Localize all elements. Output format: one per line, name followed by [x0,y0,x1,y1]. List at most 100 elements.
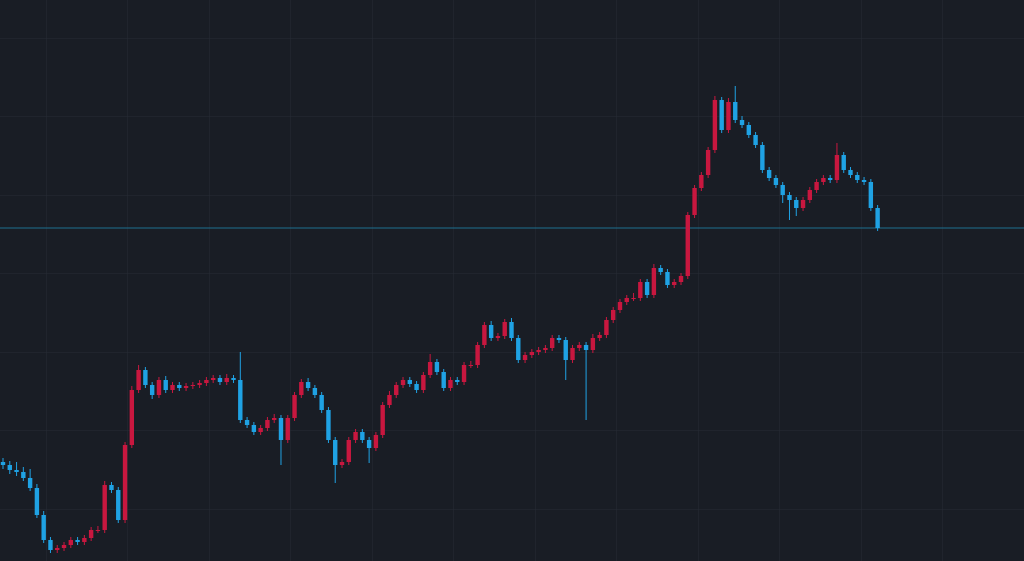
candle-body [319,395,324,410]
candle-body [773,178,779,185]
candle-body [434,362,440,372]
candle-body [197,383,202,385]
candle-body [631,298,636,299]
candle-body [468,365,474,366]
candle-body [21,472,26,478]
candle-body [787,195,792,200]
candle-body [549,338,555,348]
candle-body [455,380,460,382]
candle-body [814,182,819,190]
candle-body [577,345,582,348]
candle-body [272,418,277,420]
candle-body [502,322,507,336]
candle-body [407,380,412,384]
candle-body [129,390,135,445]
candle-body [522,355,528,360]
candle-body [210,378,216,380]
candle-body [570,348,575,360]
candle-body [339,462,345,465]
candle-body [353,432,358,440]
candle-body [82,538,87,542]
candle-body [529,352,535,355]
candle-body [366,440,372,448]
candle-body [821,178,826,182]
candle-body [461,365,467,382]
candle-body [244,420,250,425]
candle-body [760,145,765,170]
candle-body [726,102,731,130]
candle-body [217,378,223,382]
candle-body [414,384,419,390]
candle-body [88,530,94,538]
candle-body [116,490,121,520]
candle-body [692,188,697,215]
candle-body [516,338,521,360]
candle-body [495,336,501,338]
candle-body [333,440,338,465]
candle-body [149,385,155,395]
candle-body [685,215,690,276]
candle-body [75,540,80,542]
candle-body [136,370,141,390]
candle-body [509,322,514,338]
candle-body [387,395,392,405]
candle-body [122,445,128,520]
candle-body [326,410,331,440]
candle-body [488,325,494,338]
candle-body [482,325,487,345]
candle-body [861,180,867,182]
candle-body [360,432,365,440]
candle-body [34,488,40,515]
candle-body [611,310,616,320]
candle-body [380,405,385,435]
candle-body [719,100,724,130]
candle-body [739,120,745,125]
candle-body [746,125,751,135]
candle-body [394,385,399,395]
candle-body [278,418,284,440]
candle-body [733,102,738,120]
candle-body [48,540,53,550]
candle-body [143,370,148,385]
candle-body [102,485,107,530]
candle-body [604,320,609,335]
candle-body [251,425,257,432]
candle-body [27,478,33,488]
candle-body [841,155,846,170]
candle-body [238,380,243,420]
candle-body [753,135,758,145]
candle-body [292,395,297,418]
candle-body [638,282,643,298]
candle-body [68,540,73,545]
candle-body [807,190,813,200]
candle-body [258,428,263,432]
candle-body [699,175,704,188]
candle-body [183,386,189,388]
candle-body [597,335,602,338]
candle-body [658,268,663,272]
candle-body [672,282,677,285]
candle-body [678,276,684,282]
candle-body [177,385,182,388]
candle-body [712,100,718,150]
candle-body [448,380,453,388]
candle-body [590,338,596,350]
candle-body [780,185,785,195]
candle-body [224,378,229,382]
candle-body [651,268,657,295]
candle-body [563,340,568,360]
candle-body [855,175,860,180]
candle-body [834,155,840,180]
candle-body [61,545,67,548]
candle-body [875,208,880,228]
candle-body [766,170,772,178]
candle-body [421,375,426,390]
candle-body [170,385,175,390]
candle-body [285,418,290,440]
candle-body [231,378,236,380]
candle-body [163,380,168,390]
candle-body [848,170,853,175]
